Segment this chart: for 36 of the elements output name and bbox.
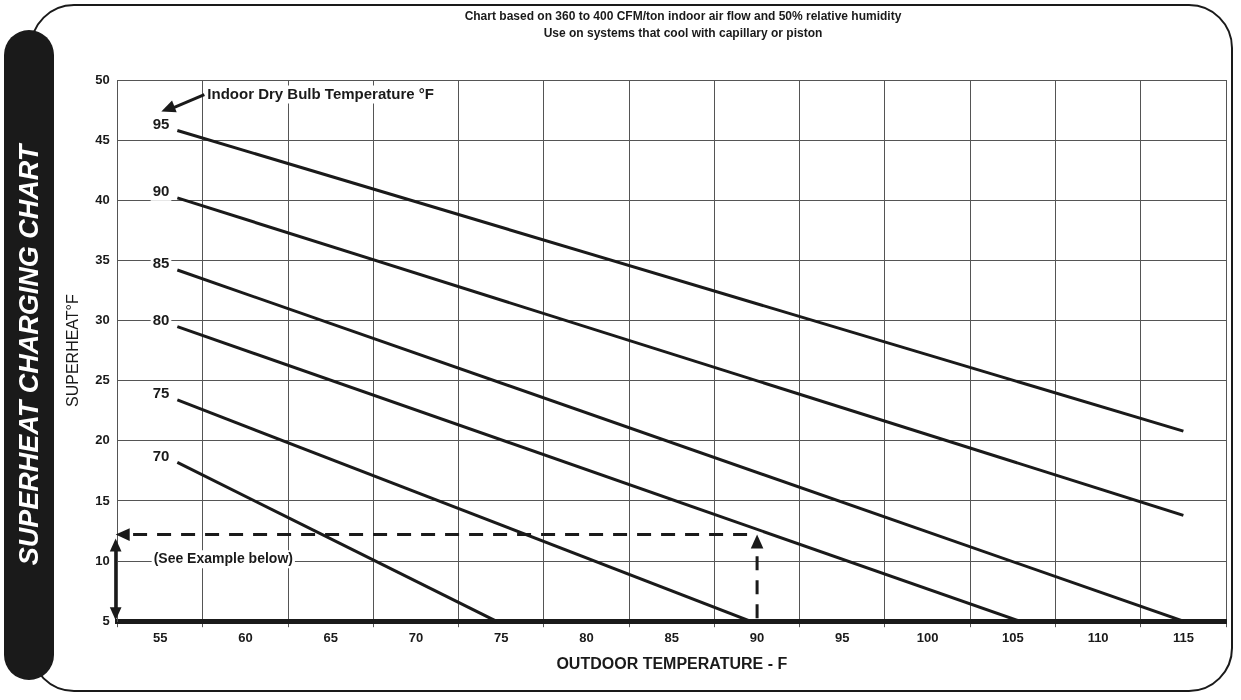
x-tick-label: 80 bbox=[579, 629, 594, 645]
legend-title: Indoor Dry Bulb Temperature °F bbox=[207, 84, 434, 102]
y-tick-label: 5 bbox=[102, 612, 110, 628]
legend-label: 95 bbox=[152, 114, 170, 132]
y-tick-label: 25 bbox=[95, 372, 110, 388]
y-tick-label: 20 bbox=[95, 432, 110, 448]
x-tick-label: 55 bbox=[153, 629, 168, 645]
text: SUPERHEAT CHARGING CHART bbox=[13, 144, 45, 566]
y-tick-label: 15 bbox=[95, 492, 110, 508]
series-label: 70 bbox=[152, 446, 170, 464]
x-tick-label: 110 bbox=[1087, 629, 1109, 645]
series-label: 85 bbox=[152, 254, 170, 272]
y-tick-label: 40 bbox=[95, 191, 110, 207]
x-tick-label: 85 bbox=[664, 629, 680, 645]
x-tick-label: 90 bbox=[749, 629, 765, 645]
series-label: 80 bbox=[152, 310, 170, 328]
y-axis-title: SUPERHEAT°F bbox=[64, 293, 82, 407]
text: Use on systems that cool with capillary or piston bbox=[542, 25, 824, 42]
annotation: (See Example below) bbox=[153, 550, 293, 567]
y-tick-label: 30 bbox=[95, 312, 110, 328]
series-label: 75 bbox=[152, 384, 170, 402]
x-tick-label: 75 bbox=[494, 629, 509, 645]
y-tick-label: 35 bbox=[95, 251, 110, 267]
y-tick-label: 10 bbox=[95, 552, 110, 568]
series-label: 90 bbox=[152, 182, 170, 199]
x-axis-title: OUTDOOR TEMPERATURE - F bbox=[556, 654, 788, 672]
x-tick-label: 65 bbox=[323, 629, 339, 645]
x-tick-label: 100 bbox=[916, 629, 939, 645]
x-tick-label: 105 bbox=[1002, 629, 1024, 645]
x-tick-label: 95 bbox=[835, 629, 850, 645]
x-tick-label: 115 bbox=[1172, 629, 1194, 645]
chart-subtitle: Chart based on 360 to 400 CFM/ton indoor air flow and 50% relative humidity bbox=[463, 8, 903, 25]
y-tick-label: 45 bbox=[95, 131, 110, 147]
y-tick-label: 50 bbox=[95, 71, 110, 87]
x-tick-label: 60 bbox=[238, 629, 253, 645]
x-tick-label: 70 bbox=[408, 629, 424, 645]
